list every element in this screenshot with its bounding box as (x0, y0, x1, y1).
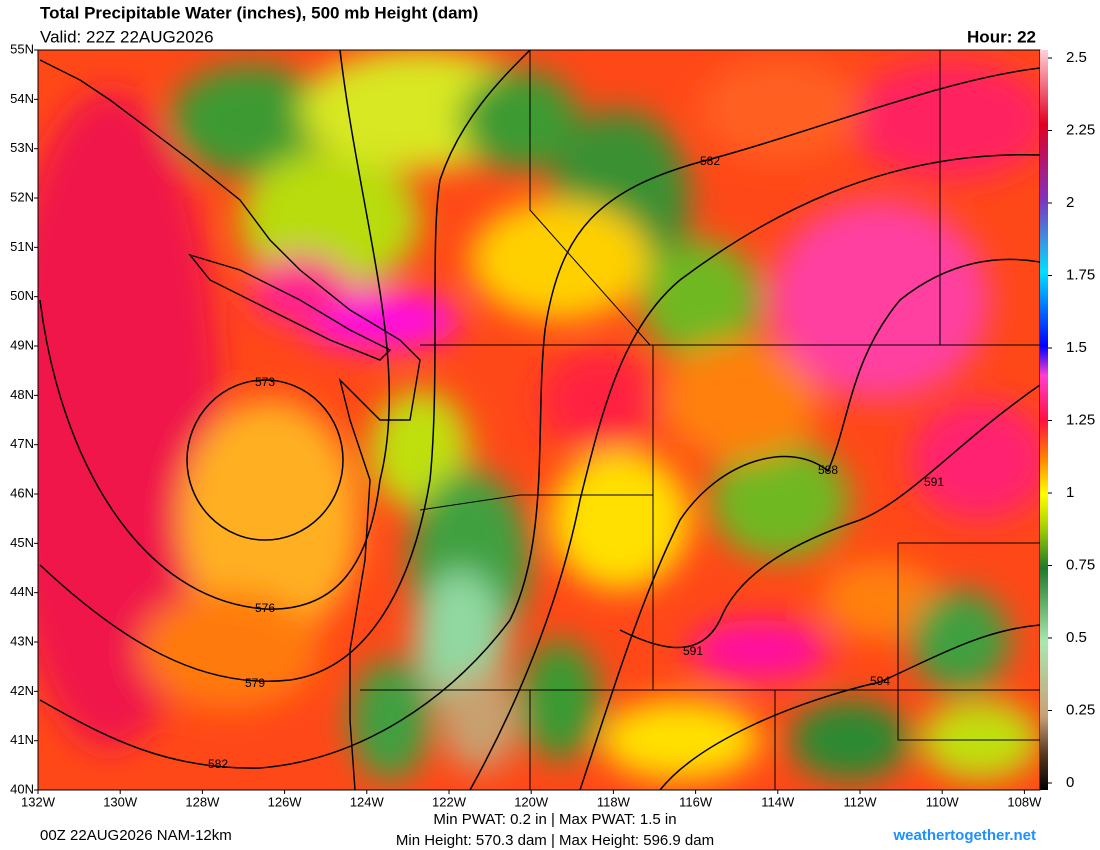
contour-label: 588 (818, 463, 838, 477)
lon-label: 122W (432, 794, 467, 809)
contour-label: 591 (683, 644, 703, 658)
colorbar-label: 1.5 (1066, 339, 1087, 356)
lon-label: 118W (597, 794, 631, 809)
lat-label: 52N (10, 189, 34, 204)
colorbar-label: 2.25 (1066, 121, 1095, 138)
contour-label: 594 (870, 674, 890, 688)
lon-label: 112W (844, 794, 878, 809)
lon-label: 128W (185, 794, 220, 809)
colorbar (1040, 50, 1048, 790)
colorbar-label: 1.25 (1066, 411, 1095, 428)
lat-label: 45N (10, 535, 34, 550)
colorbar-label: 2 (1066, 194, 1074, 211)
colorbar-label: 2.5 (1066, 49, 1087, 66)
lat-label: 55N (10, 41, 34, 56)
lon-label: 120W (514, 794, 549, 809)
lat-label: 42N (10, 683, 34, 698)
height-contours (39, 50, 1040, 790)
contour-label: 582 (208, 757, 228, 771)
lat-label: 40N (10, 781, 34, 796)
height-range: Min Height: 570.3 dam | Max Height: 596.… (396, 832, 714, 849)
lat-label: 51N (10, 239, 34, 254)
borders (360, 50, 1040, 790)
forecast-hour: Hour: 22 (967, 27, 1036, 46)
lat-label: 43N (10, 633, 34, 648)
contour-label: 591 (924, 475, 944, 489)
lon-label: 132W (21, 794, 56, 809)
colorbar-label: 0.25 (1066, 701, 1095, 718)
lon-label: 126W (268, 794, 303, 809)
contour-label: 576 (255, 601, 275, 615)
map-field (38, 50, 1040, 790)
lon-label: 116W (679, 794, 713, 809)
lat-label: 49N (10, 337, 34, 352)
lat-label: 46N (10, 485, 34, 500)
lat-label: 50N (10, 288, 34, 303)
lat-label: 48N (10, 387, 34, 402)
title: Total Precipitable Water (inches), 500 m… (40, 3, 478, 22)
colorbar-label: 0.75 (1066, 556, 1095, 573)
lat-label: 41N (10, 732, 34, 747)
lat-label: 44N (10, 584, 34, 599)
model-run: 00Z 22AUG2026 NAM-12km (40, 827, 232, 844)
lon-label: 110W (926, 794, 960, 809)
lat-label: 53N (10, 140, 34, 155)
lon-label: 114W (761, 794, 795, 809)
colorbar-label: 1 (1066, 484, 1074, 501)
colorbar-label: 1.75 (1066, 266, 1095, 283)
colorbar-label: 0 (1066, 774, 1074, 791)
pwat-range: Min PWAT: 0.2 in | Max PWAT: 1.5 in (433, 811, 676, 828)
coastline (39, 59, 421, 790)
contour-label: 582 (700, 154, 720, 168)
lon-label: 124W (350, 794, 385, 809)
site-credit: weathertogether.net (892, 827, 1036, 844)
lon-label: 130W (103, 794, 138, 809)
valid-time: Valid: 22Z 22AUG2026 (40, 27, 214, 46)
lat-label: 47N (10, 436, 34, 451)
colorbar-label: 0.5 (1066, 629, 1087, 646)
lon-label: 108W (1007, 794, 1042, 809)
contour-label: 573 (255, 375, 275, 389)
contour-label: 579 (245, 676, 265, 690)
lat-label: 54N (10, 91, 34, 106)
